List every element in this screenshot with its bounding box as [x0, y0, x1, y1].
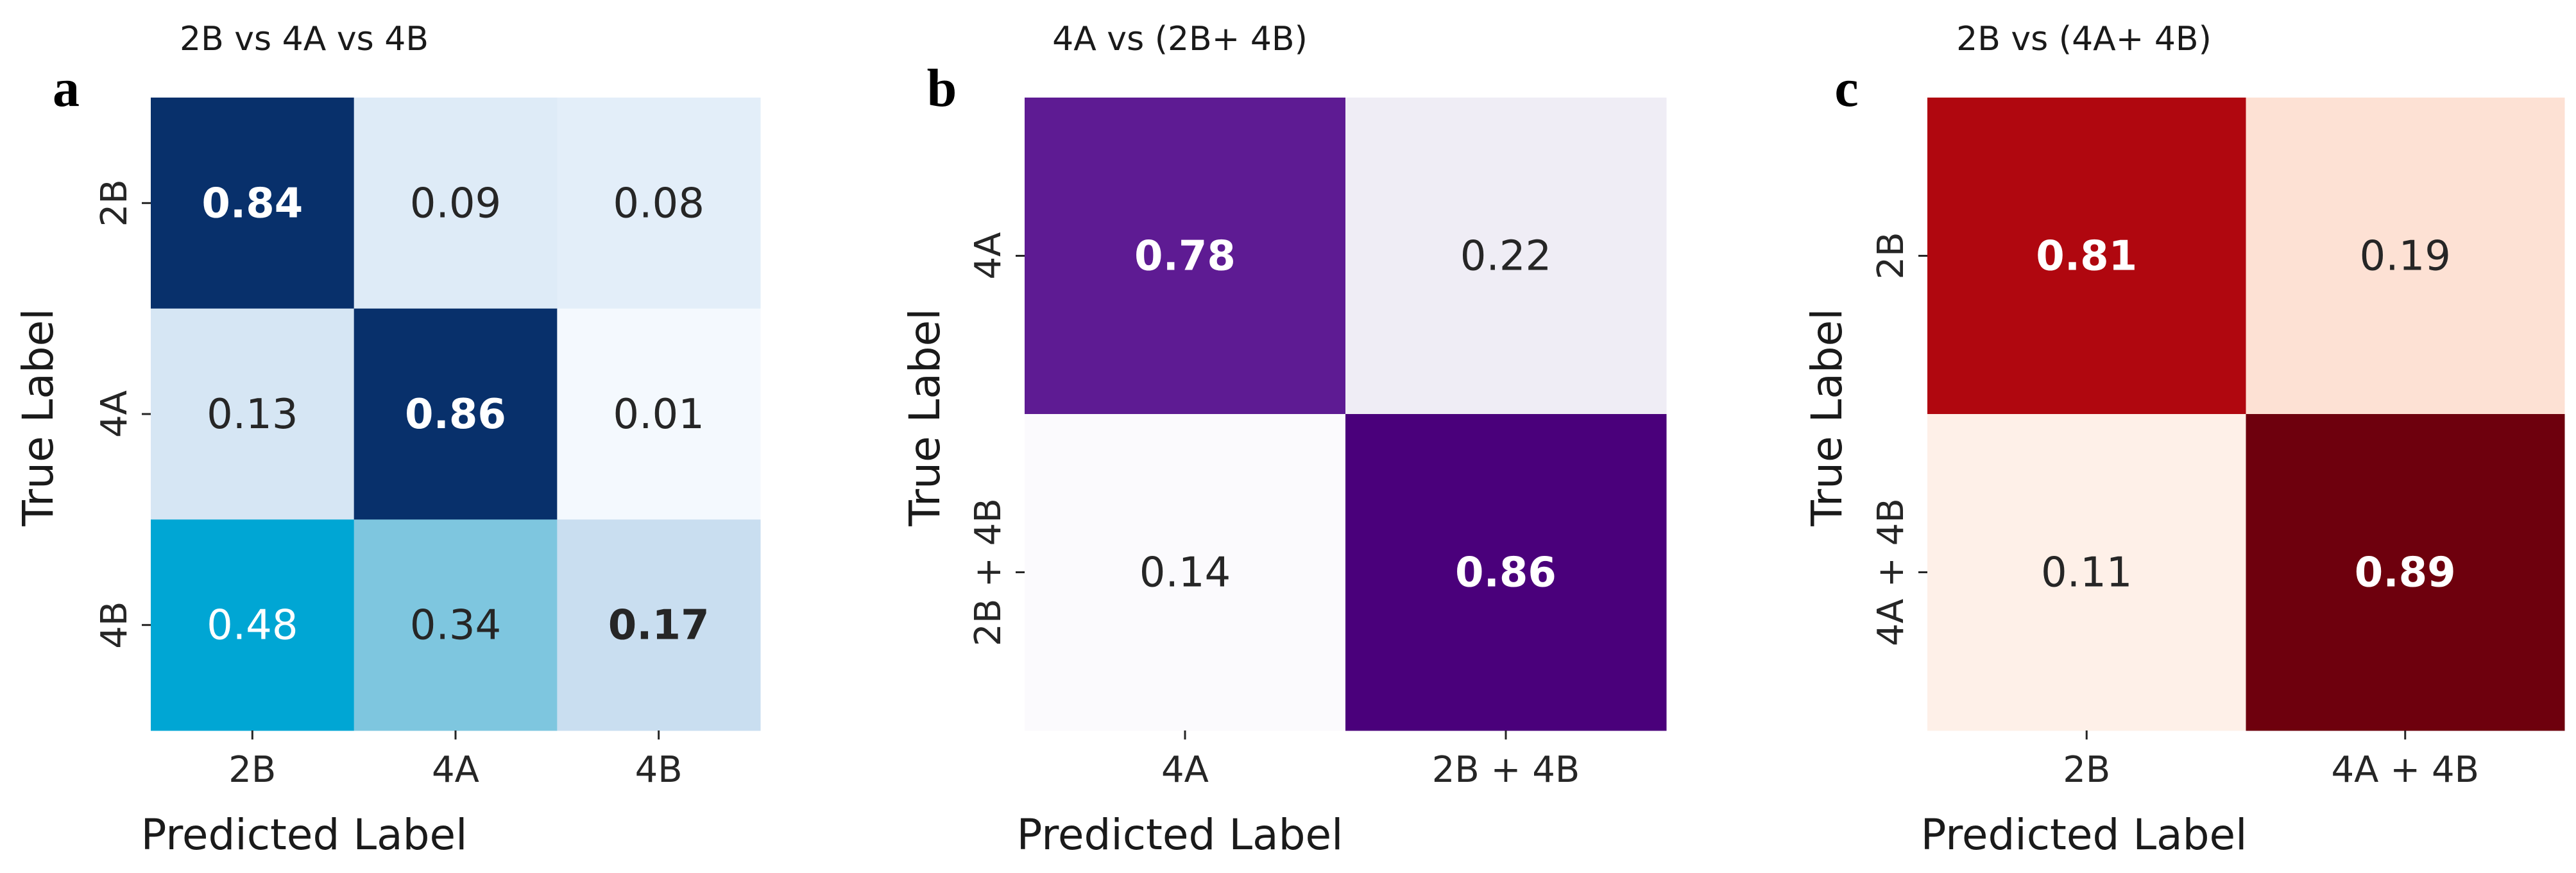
y-tick-label: 2B: [1870, 232, 1912, 279]
panel-b-cells: 0.78 0.22 0.14 0.86: [1025, 98, 1667, 731]
heatmap-cell: [1345, 414, 1667, 731]
y-tick-label: 4B: [94, 601, 135, 649]
cell-value-label: 0.89: [2355, 549, 2456, 597]
panel-c: 2B vs (4A+ 4B) c 0.81 0.19 0.11 0.89 2B 4A +…: [1802, 20, 2565, 860]
cell-value-label: 0.34: [410, 602, 502, 650]
heatmap-cell: [557, 519, 761, 731]
y-tick-label: 2B: [94, 179, 135, 227]
panel-a-cells: 0.84 0.09 0.08 0.13 0.86 0.01 0.48 0.34 0.17: [151, 98, 761, 731]
heatmap-cell: [2246, 98, 2565, 415]
panel-a-y-axis-label: True Label: [13, 308, 63, 526]
cell-value-label: 0.13: [207, 391, 298, 438]
panel-a: 2B vs 4A vs 4B a 0.84 0.09 0.08 0.13 0.86 0.0…: [13, 20, 761, 860]
cell-value-label: 0.09: [410, 180, 502, 227]
panel-c-title: 2B vs (4A+ 4B): [1956, 20, 2212, 58]
y-tick-label: 4A + 4B: [1870, 498, 1912, 646]
panel-a-y-ticks: 2B 4A 4B: [94, 179, 151, 649]
panel-b-x-ticks: 4A 2B + 4B: [1161, 730, 1580, 791]
cell-value-label: 0.22: [1460, 233, 1552, 281]
cell-value-label: 0.17: [608, 602, 710, 650]
panel-b: 4A vs (2B+ 4B) b 0.78 0.22 0.14 0.86 4A 2B +…: [900, 20, 1667, 860]
panel-a-letter: a: [53, 58, 80, 118]
x-tick-label: 4A: [432, 749, 479, 791]
cell-value-label: 0.81: [2036, 233, 2137, 281]
heatmap-cell: [1927, 414, 2246, 731]
cell-value-label: 0.08: [613, 180, 704, 227]
panel-a-x-axis-label: Predicted Label: [141, 810, 468, 860]
cell-value-label: 0.86: [405, 391, 506, 438]
x-tick-label: 4B: [635, 749, 683, 791]
heatmap-cell: [1025, 98, 1346, 415]
cell-value-label: 0.11: [2041, 549, 2133, 597]
panel-c-cells: 0.81 0.19 0.11 0.89: [1927, 98, 2565, 731]
y-tick-label: 4A: [968, 232, 1009, 280]
y-tick-label: 4A: [94, 390, 135, 438]
panel-c-letter: c: [1834, 58, 1858, 118]
panel-b-title: 4A vs (2B+ 4B): [1052, 20, 1308, 58]
heatmap-cell: [354, 308, 558, 520]
x-tick-label: 4A: [1161, 749, 1209, 791]
heatmap-cell: [557, 98, 761, 309]
panel-c-x-ticks: 2B 4A + 4B: [2063, 730, 2479, 791]
panel-b-letter: b: [927, 58, 957, 118]
panel-c-x-axis-label: Predicted Label: [1921, 810, 2248, 860]
panel-b-y-axis-label: True Label: [900, 308, 950, 526]
heatmap-cell: [2246, 414, 2565, 731]
heatmap-cell: [354, 519, 558, 731]
x-tick-label: 2B + 4B: [1432, 749, 1580, 791]
y-tick-label: 2B + 4B: [968, 498, 1009, 646]
heatmap-cell: [151, 519, 355, 731]
x-tick-label: 2B: [228, 749, 276, 791]
panel-c-y-axis-label: True Label: [1802, 308, 1852, 526]
panel-a-x-ticks: 2B 4A 4B: [228, 730, 683, 791]
heatmap-cell: [557, 308, 761, 520]
cell-value-label: 0.01: [613, 391, 704, 438]
heatmap-cell: [1025, 414, 1346, 731]
cell-value-label: 0.86: [1455, 549, 1557, 597]
cell-value-label: 0.14: [1139, 549, 1231, 597]
heatmap-cell: [151, 308, 355, 520]
panel-a-title: 2B vs 4A vs 4B: [180, 20, 429, 58]
heatmap-cell: [354, 98, 558, 309]
panel-c-y-ticks: 2B 4A + 4B: [1870, 232, 1927, 646]
heatmap-cell: [1345, 98, 1667, 415]
heatmap-cell: [151, 98, 355, 309]
cell-value-label: 0.78: [1134, 233, 1236, 281]
x-tick-label: 4A + 4B: [2331, 749, 2479, 791]
cell-value-label: 0.84: [201, 180, 303, 227]
heatmap-cell: [1927, 98, 2246, 415]
x-tick-label: 2B: [2063, 749, 2110, 791]
panel-b-y-ticks: 4A 2B + 4B: [968, 232, 1025, 646]
cell-value-label: 0.19: [2360, 233, 2452, 281]
cell-value-label: 0.48: [207, 602, 298, 650]
panel-b-x-axis-label: Predicted Label: [1017, 810, 1343, 860]
